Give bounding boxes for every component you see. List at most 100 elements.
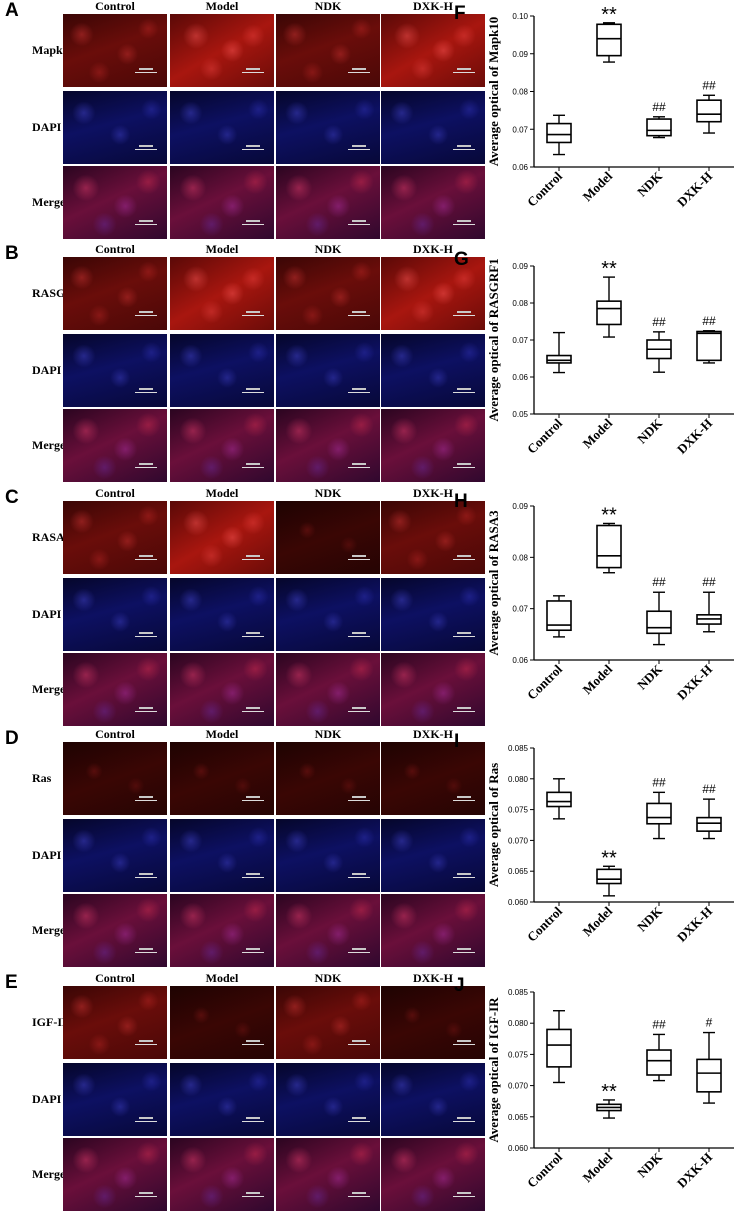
y-tick-label: 0.09 bbox=[512, 50, 528, 59]
significance-mark: ## bbox=[702, 782, 716, 796]
scale-bar-label bbox=[139, 68, 153, 70]
significance-mark: ** bbox=[601, 258, 617, 280]
scale-bar-label bbox=[246, 1192, 260, 1194]
fluorescence-image bbox=[276, 501, 380, 574]
fluorescence-image bbox=[276, 1138, 380, 1211]
panel-letter-j: J bbox=[454, 975, 465, 996]
scale-bar-label bbox=[457, 145, 471, 147]
column-header: Model bbox=[205, 971, 239, 985]
box-iqr bbox=[646, 802, 672, 825]
scale-bar bbox=[242, 711, 264, 712]
scale-bar bbox=[135, 72, 157, 73]
fluorescence-image bbox=[381, 257, 485, 330]
panel-letter-f: F bbox=[454, 3, 466, 24]
box-model bbox=[596, 522, 622, 574]
y-tick-label: 0.070 bbox=[508, 1082, 529, 1091]
panel-letter-a: A bbox=[5, 0, 19, 21]
fluorescence-image bbox=[276, 742, 380, 815]
box-model bbox=[596, 276, 622, 338]
row-label: Merge bbox=[32, 1166, 66, 1181]
y-axis-title: Average optical of RASGRF1 bbox=[486, 258, 501, 421]
x-tick-label: Control bbox=[524, 903, 565, 944]
y-tick-label: 0.070 bbox=[508, 836, 529, 845]
scale-bar-label bbox=[457, 388, 471, 390]
y-tick-label: 0.07 bbox=[512, 605, 528, 614]
scale-bar-label bbox=[246, 707, 260, 709]
scale-bar bbox=[348, 467, 370, 468]
row-label: IGF-IR bbox=[32, 1014, 71, 1029]
x-tick-label: NDK bbox=[634, 1149, 666, 1181]
box-model bbox=[596, 865, 622, 897]
scale-bar-label bbox=[139, 707, 153, 709]
fluorescence-image bbox=[63, 334, 167, 407]
x-tick-label: Model bbox=[579, 168, 615, 204]
box-dxk-h bbox=[696, 330, 722, 364]
y-tick-label: 0.085 bbox=[508, 744, 529, 753]
box-iqr bbox=[546, 1028, 572, 1068]
scale-bar-label bbox=[457, 632, 471, 634]
panel-letter-g: G bbox=[454, 249, 469, 270]
scale-bar-label bbox=[352, 1192, 366, 1194]
scale-bar-label bbox=[246, 1040, 260, 1042]
scale-bar bbox=[242, 392, 264, 393]
y-tick-label: 0.075 bbox=[508, 1050, 529, 1059]
scale-bar bbox=[242, 467, 264, 468]
row-label: DAPI bbox=[32, 119, 62, 134]
box-ndk bbox=[646, 591, 672, 646]
fluorescence-image bbox=[276, 166, 380, 239]
scale-bar-label bbox=[457, 555, 471, 557]
scale-bar bbox=[453, 224, 475, 225]
fluorescence-image bbox=[63, 742, 167, 815]
row-label: Merge bbox=[32, 922, 66, 937]
box-iqr bbox=[596, 524, 622, 569]
y-tick-label: 0.085 bbox=[508, 988, 529, 997]
fluorescence-image bbox=[381, 894, 485, 967]
fluorescence-image bbox=[63, 819, 167, 892]
box-dxk-h bbox=[696, 94, 722, 134]
scale-bar bbox=[453, 392, 475, 393]
box-iqr bbox=[646, 118, 672, 137]
x-tick-label: NDK bbox=[634, 903, 666, 935]
scale-bar-label bbox=[352, 1117, 366, 1119]
scale-bar-label bbox=[246, 463, 260, 465]
scale-bar bbox=[242, 1196, 264, 1197]
box-dxk-h bbox=[696, 798, 722, 840]
column-header: Control bbox=[95, 0, 135, 13]
box-dxk-h bbox=[696, 1031, 722, 1104]
scale-bar bbox=[348, 72, 370, 73]
scale-bar-label bbox=[139, 463, 153, 465]
significance-mark: ## bbox=[652, 575, 666, 589]
x-tick-label: Control bbox=[524, 1149, 565, 1190]
significance-mark: ** bbox=[601, 504, 617, 526]
column-header: Model bbox=[205, 242, 239, 256]
x-tick-label: Control bbox=[524, 168, 565, 209]
scale-bar bbox=[348, 1196, 370, 1197]
fluorescence-image bbox=[63, 653, 167, 726]
x-tick-label: DXK-H bbox=[674, 169, 715, 210]
scale-bar bbox=[348, 800, 370, 801]
scale-bar bbox=[348, 559, 370, 560]
box-iqr bbox=[546, 122, 572, 144]
y-axis-title: Average optical of Mapk10 bbox=[486, 17, 501, 167]
scale-bar bbox=[242, 315, 264, 316]
fluorescence-image bbox=[381, 166, 485, 239]
fluorescence-image bbox=[170, 1063, 274, 1136]
scale-bar bbox=[135, 392, 157, 393]
box-iqr bbox=[696, 1058, 722, 1093]
scale-bar bbox=[348, 392, 370, 393]
fluorescence-image bbox=[170, 894, 274, 967]
column-header: Model bbox=[205, 727, 239, 741]
fluorescence-image bbox=[63, 1138, 167, 1211]
fluorescence-image bbox=[170, 91, 274, 164]
significance-mark: ## bbox=[652, 100, 666, 114]
panel-letter-b: B bbox=[5, 243, 19, 264]
boxplot-svg: Average optical of RASA3 0.06 0.07 0.08 0.09… bbox=[486, 502, 734, 703]
scale-bar-label bbox=[246, 948, 260, 950]
box-ndk bbox=[646, 116, 672, 139]
scale-bar-label bbox=[139, 1117, 153, 1119]
x-tick-label: DXK-H bbox=[674, 662, 715, 703]
scale-bar-label bbox=[246, 311, 260, 313]
fluorescence-image bbox=[63, 409, 167, 482]
boxplot-g: Average optical of RASGRF1 0.05 0.06 0.07 0.… bbox=[470, 248, 750, 474]
scale-bar bbox=[348, 711, 370, 712]
